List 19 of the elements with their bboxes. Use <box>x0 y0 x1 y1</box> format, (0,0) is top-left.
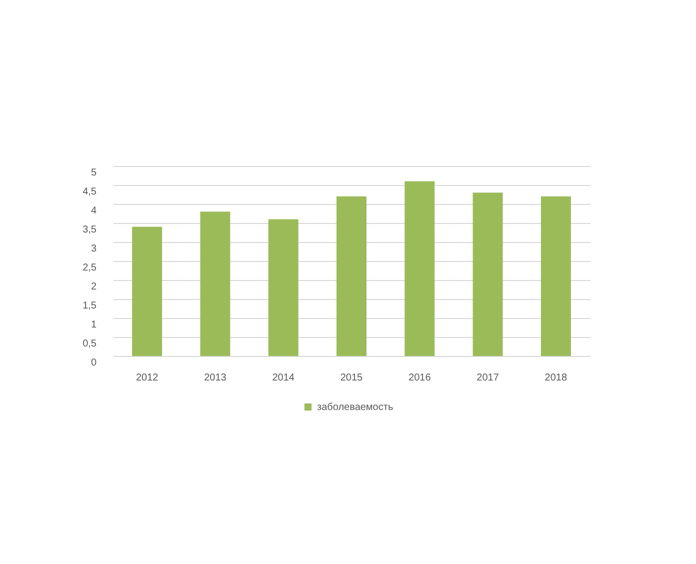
y-tick-label: 5 <box>90 168 97 178</box>
legend-label: заболеваемость <box>317 402 394 413</box>
y-tick-label: 1 <box>90 320 97 330</box>
y-tick-label: 4,5 <box>82 186 97 198</box>
y-tick-label: 2 <box>90 282 97 292</box>
x-tick-label: 2017 <box>476 372 500 384</box>
y-tick-label: 2,5 <box>82 262 97 274</box>
y-tick-label: 0,5 <box>82 338 97 350</box>
y-tick-label: 3 <box>90 244 97 254</box>
x-tick-label: 2014 <box>272 372 295 384</box>
y-tick-label: 0 <box>90 358 97 368</box>
y-tick-label: 1,5 <box>82 300 97 312</box>
y-tick-label: 3,5 <box>82 224 97 236</box>
y-tick-label: 4 <box>90 206 97 216</box>
x-tick-label: 2018 <box>544 372 568 384</box>
x-tick-label: 2016 <box>408 372 432 384</box>
x-tick-label: 2013 <box>204 372 227 384</box>
x-tick-label: 2012 <box>136 372 159 384</box>
x-tick-label: 2015 <box>340 372 364 384</box>
